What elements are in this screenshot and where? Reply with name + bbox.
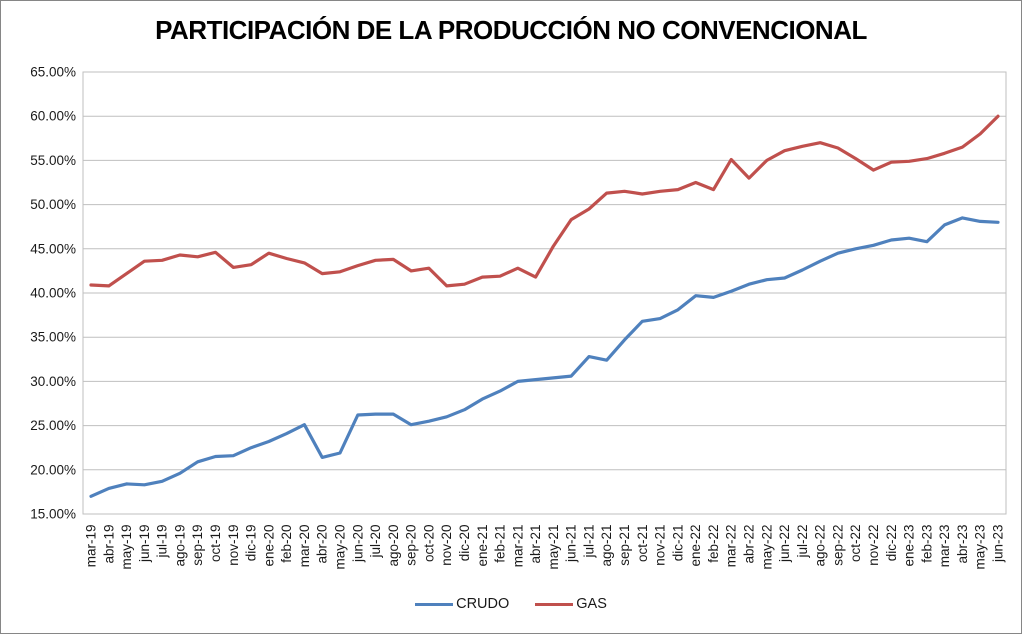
crudo-legend-label: CRUDO — [456, 596, 510, 612]
x-axis-tick-label: nov-20 — [439, 525, 454, 566]
x-axis-tick-label: jul-22 — [795, 525, 810, 559]
x-axis-tick-label: sep-21 — [617, 525, 632, 566]
x-axis-tick-label: nov-22 — [866, 525, 881, 566]
x-axis-tick-label: jul-19 — [155, 525, 170, 559]
x-axis-tick-label: oct-21 — [635, 525, 650, 563]
x-axis-tick-label: jun-23 — [991, 525, 1006, 564]
y-axis-tick-label: 40.00% — [30, 286, 76, 301]
x-axis-tick-label: ene-23 — [902, 525, 917, 567]
gas-legend-label: GAS — [576, 596, 607, 612]
y-axis-tick-label: 55.00% — [30, 153, 76, 168]
x-axis-tick-label: abr-20 — [315, 525, 330, 564]
x-axis-tick-label: jun-22 — [777, 525, 792, 564]
x-axis-tick-label: feb-22 — [706, 525, 721, 563]
gas-line-swatch — [535, 602, 574, 606]
x-axis-tick-label: may-20 — [332, 525, 347, 570]
y-axis-tick-label: 15.00% — [30, 507, 76, 522]
x-axis-tick-label: dic-21 — [670, 525, 685, 562]
x-axis-tick-label: abr-22 — [742, 525, 757, 564]
x-axis-tick-label: ene-22 — [688, 525, 703, 567]
y-axis-tick-label: 60.00% — [30, 109, 76, 124]
y-axis-tick-label: 35.00% — [30, 330, 76, 345]
x-axis-tick-label: mar-21 — [510, 525, 525, 568]
x-axis-tick-label: oct-20 — [421, 525, 436, 563]
legend-item-crudo: CRUDO — [415, 596, 509, 612]
x-axis-tick-label: may-22 — [759, 525, 774, 570]
x-axis-tick-label: mar-20 — [297, 525, 312, 568]
x-axis-tick-label: mar-22 — [724, 525, 739, 568]
x-axis-tick-label: ago-19 — [172, 525, 187, 567]
x-axis-tick-label: nov-21 — [653, 525, 668, 566]
x-axis-tick-label: sep-19 — [190, 525, 205, 566]
x-axis-tick-label: sep-20 — [404, 525, 419, 566]
y-axis-tick-label: 25.00% — [30, 418, 76, 433]
x-axis-tick-label: jun-19 — [137, 525, 152, 564]
x-axis-tick-label: abr-23 — [955, 525, 970, 564]
x-axis-tick-label: may-21 — [546, 525, 561, 570]
x-axis-tick-label: feb-23 — [919, 525, 934, 563]
x-axis-tick-label: dic-22 — [884, 525, 899, 562]
x-axis-tick-label: mar-23 — [937, 525, 952, 568]
gas-line — [89, 114, 1000, 288]
x-axis-tick-label: ago-21 — [599, 525, 614, 567]
x-axis-tick-label: jun-21 — [564, 525, 579, 564]
crudo-line-swatch — [415, 602, 454, 606]
x-axis-tick-label: dic-19 — [244, 525, 259, 562]
x-axis-tick-label: ago-22 — [813, 525, 828, 567]
x-axis-tick-label: feb-21 — [493, 525, 508, 563]
legend: CRUDO GAS — [1, 596, 1021, 612]
y-axis-tick-label: 50.00% — [30, 197, 76, 212]
x-axis-tick-label: abr-19 — [101, 525, 116, 564]
x-axis-tick-label: abr-21 — [528, 525, 543, 564]
x-axis-tick-label: may-19 — [119, 525, 134, 570]
x-axis-tick-label: dic-20 — [457, 525, 472, 562]
x-axis-tick-label: feb-20 — [279, 525, 294, 563]
y-axis-tick-label: 30.00% — [30, 374, 76, 389]
x-axis-tick-label: oct-19 — [208, 525, 223, 563]
x-axis-tick-label: ago-20 — [386, 525, 401, 567]
y-axis-tick-label: 65.00% — [30, 65, 76, 80]
legend-item-gas: GAS — [535, 596, 607, 612]
x-axis-tick-label: sep-22 — [830, 525, 845, 566]
chart-title: PARTICIPACIÓN DE LA PRODUCCIÓN NO CONVEN… — [155, 15, 867, 45]
x-axis-tick-label: mar-19 — [84, 525, 99, 568]
x-axis-tick-label: nov-19 — [226, 525, 241, 566]
y-axis-tick-label: 20.00% — [30, 462, 76, 477]
x-axis-tick-label: ene-20 — [261, 525, 276, 567]
x-axis-tick-label: may-23 — [973, 525, 988, 570]
x-axis-tick-label: jul-21 — [581, 525, 596, 559]
x-axis-tick-label: oct-22 — [848, 525, 863, 563]
crudo-line — [89, 216, 1000, 498]
x-axis-tick-label: jun-20 — [350, 525, 365, 564]
y-axis-tick-label: 45.00% — [30, 241, 76, 256]
x-axis-tick-label: ene-21 — [475, 525, 490, 567]
x-axis-tick-label: jul-20 — [368, 525, 383, 559]
plot-border — [82, 71, 1007, 515]
